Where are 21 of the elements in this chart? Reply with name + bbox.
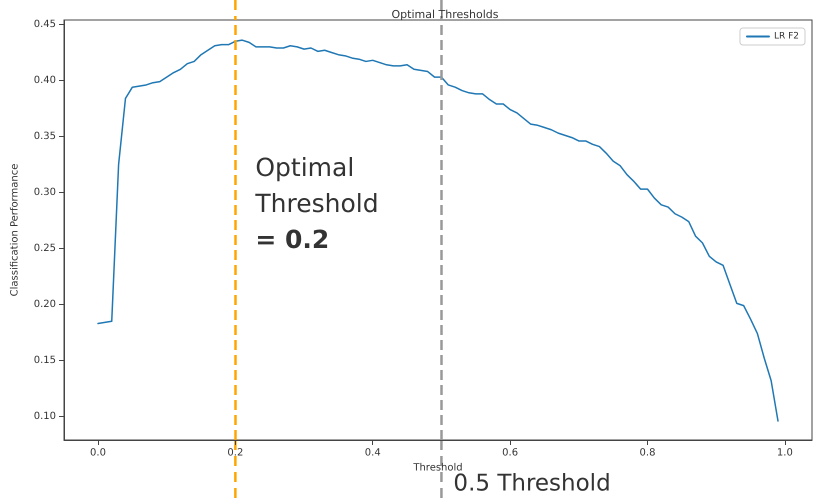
x-tick-label: 0.2 — [227, 448, 244, 458]
x-tick-label: 0.6 — [502, 448, 518, 458]
ref-line-label: 0.5 Threshold — [453, 470, 611, 496]
y-tick-label: 0.20 — [34, 298, 56, 310]
x-axis-title: Threshold — [412, 462, 463, 474]
y-tick-label: 0.35 — [34, 130, 56, 142]
y-tick-label: 0.15 — [34, 354, 56, 366]
y-tick-label: 0.30 — [34, 186, 56, 198]
y-axis-title: Classification Performance — [10, 164, 20, 296]
legend-label: LR F2 — [774, 32, 799, 42]
x-tick-label: 0.4 — [364, 448, 381, 458]
ref-line-label: Optimal Threshold = 0.2 — [254, 153, 379, 254]
x-tick-label: 1.0 — [776, 448, 793, 458]
x-tick-label: 0.0 — [90, 448, 106, 458]
chart-title: Optimal Thresholds — [392, 8, 499, 21]
y-tick-label: 0.40 — [34, 74, 56, 86]
y-tick-label: 0.10 — [34, 410, 56, 422]
y-tick-label: 0.45 — [34, 18, 56, 30]
y-tick-label: 0.25 — [34, 242, 56, 254]
x-tick-label: 0.8 — [640, 448, 656, 458]
line-series — [97, 39, 779, 422]
